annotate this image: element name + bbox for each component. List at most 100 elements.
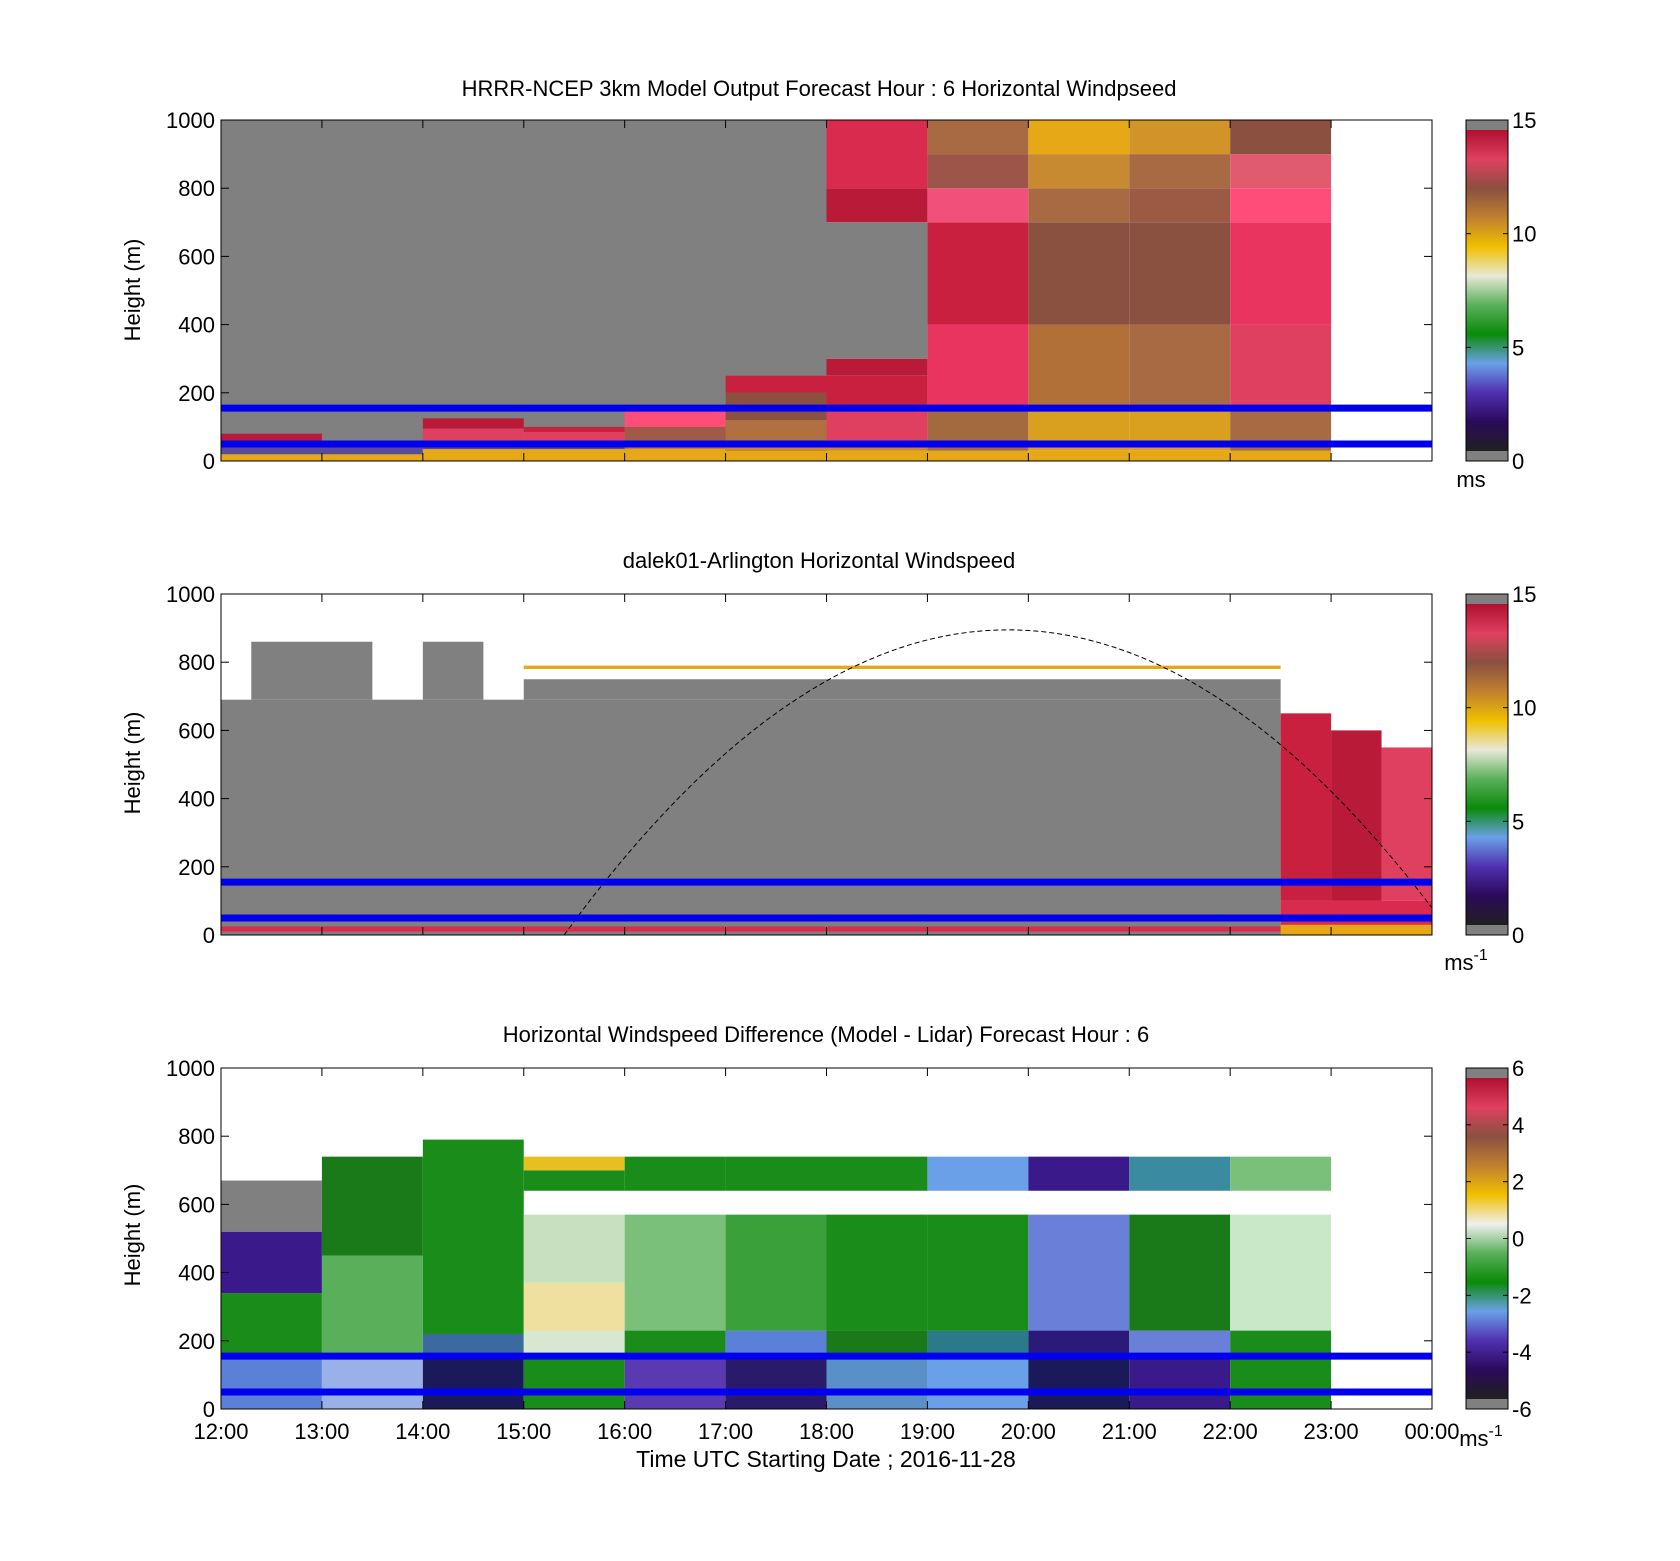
panel-difference-ylabel: Height (m) bbox=[120, 1184, 145, 1287]
panel-model-plot: 0 200 400 600 800 1000 bbox=[166, 108, 1433, 474]
heatmap-cell bbox=[725, 420, 827, 441]
heatmap-cell bbox=[321, 1357, 423, 1409]
heatmap-cell bbox=[523, 1282, 625, 1331]
heatmap-cell bbox=[624, 449, 726, 461]
heatmap-cell bbox=[523, 665, 1281, 670]
panel-model-colorbar-unit: ms bbox=[1456, 467, 1485, 492]
panel-model-colorbar: 0 5 10 15 bbox=[1465, 108, 1536, 474]
heatmap-cell bbox=[1230, 188, 1332, 223]
heatmap-cell bbox=[927, 1156, 1029, 1191]
y-tick-label: 800 bbox=[178, 176, 215, 201]
colorbar-overflow bbox=[1466, 120, 1508, 130]
heatmap-cell bbox=[523, 449, 625, 461]
colorbar-tick-label: 5 bbox=[1512, 335, 1524, 360]
panel-lidar-title: dalek01-Arlington Horizontal Windspeed bbox=[623, 548, 1016, 573]
heatmap-cell bbox=[826, 409, 928, 441]
colorbar-underflow bbox=[1466, 925, 1508, 935]
heatmap-cell bbox=[927, 154, 1029, 189]
heatmap-cell bbox=[624, 1156, 726, 1191]
heatmap-cell bbox=[826, 375, 928, 410]
heatmap-cell bbox=[1280, 713, 1332, 901]
heatmap-cell bbox=[1028, 188, 1130, 223]
heatmap-cell bbox=[321, 1156, 423, 1256]
heatmap-cell bbox=[927, 324, 1029, 410]
colorbar-tick-label: 15 bbox=[1512, 108, 1536, 133]
panel-lidar: dalek01-Arlington Horizontal Windspeed H… bbox=[120, 548, 1536, 975]
colorbar-overflow bbox=[1466, 1068, 1508, 1078]
heatmap-cell bbox=[1280, 924, 1432, 935]
heatmap-cell bbox=[221, 1231, 322, 1294]
heatmap-cell bbox=[826, 358, 928, 376]
y-tick-label: 600 bbox=[178, 718, 215, 743]
panel-lidar-ylabel: Height (m) bbox=[120, 712, 145, 815]
y-tick-label: 400 bbox=[178, 313, 215, 338]
heatmap-cell bbox=[826, 222, 928, 359]
x-tick-label: 17:00 bbox=[698, 1419, 753, 1444]
y-tick-label: 1000 bbox=[166, 108, 215, 133]
heatmap-cell bbox=[221, 433, 322, 443]
colorbar-tick-label: 0 bbox=[1512, 449, 1524, 474]
heatmap-cell bbox=[1028, 1357, 1130, 1409]
heatmap-cell bbox=[826, 120, 928, 189]
colorbar-underflow bbox=[1466, 451, 1508, 461]
heatmap-cell bbox=[826, 1156, 928, 1191]
heatmap-cell bbox=[826, 1214, 928, 1331]
heatmap-cell bbox=[624, 1357, 726, 1409]
heatmap-cell bbox=[826, 1357, 928, 1409]
heatmap-cell bbox=[1129, 120, 1231, 155]
heatmap-cell bbox=[826, 450, 928, 461]
heatmap-cell bbox=[1028, 1214, 1130, 1331]
heatmap-cell bbox=[321, 442, 423, 455]
colorbar-tick-label: 0 bbox=[1512, 1227, 1524, 1252]
heatmap-cell bbox=[1230, 1357, 1332, 1409]
colorbar-tick-label: 0 bbox=[1512, 923, 1524, 948]
panel-difference-title: Horizontal Windspeed Difference (Model -… bbox=[503, 1022, 1149, 1047]
colorbar-tick-label: 6 bbox=[1512, 1056, 1524, 1081]
heatmap-cell bbox=[251, 641, 373, 700]
heatmap-cell bbox=[927, 450, 1029, 461]
heatmap-cell bbox=[321, 1255, 423, 1358]
heatmap-cell bbox=[1230, 120, 1332, 155]
heatmap-cell bbox=[927, 222, 1029, 325]
heatmap-cell bbox=[624, 1214, 726, 1331]
heatmap-cell bbox=[826, 188, 928, 223]
heatmap-cell bbox=[422, 428, 524, 443]
heatmap-cell bbox=[927, 1214, 1029, 1331]
heatmap-cell bbox=[1129, 188, 1231, 223]
y-tick-label: 800 bbox=[178, 1124, 215, 1149]
colorbar-gradient bbox=[1466, 130, 1508, 451]
heatmap-cell bbox=[1230, 222, 1332, 325]
heatmap-cell bbox=[523, 1170, 625, 1191]
panel-model-ylabel: Height (m) bbox=[120, 239, 145, 342]
heatmap-cell bbox=[725, 375, 827, 393]
y-tick-label: 1000 bbox=[166, 1056, 215, 1081]
heatmap-cell bbox=[1129, 1357, 1231, 1409]
heatmap-cell bbox=[1129, 222, 1231, 325]
x-tick-label: 16:00 bbox=[597, 1419, 652, 1444]
heatmap-cell bbox=[422, 1139, 524, 1334]
heatmap-cell bbox=[725, 1357, 827, 1409]
colorbar-tick-label: 2 bbox=[1512, 1170, 1524, 1195]
colorbar-tick-label: -4 bbox=[1512, 1340, 1532, 1365]
x-tick-label: 00:00 bbox=[1404, 1419, 1459, 1444]
x-tick-label: 15:00 bbox=[496, 1419, 551, 1444]
heatmap-cell bbox=[422, 449, 524, 461]
heatmap-cell bbox=[725, 450, 827, 461]
y-tick-label: 200 bbox=[178, 381, 215, 406]
heatmap-cell bbox=[624, 411, 726, 427]
y-tick-label: 400 bbox=[178, 787, 215, 812]
x-tick-label: 19:00 bbox=[900, 1419, 955, 1444]
colorbar-frame bbox=[1465, 119, 1509, 462]
x-tick-label: 21:00 bbox=[1102, 1419, 1157, 1444]
heatmap-cell bbox=[1028, 120, 1130, 155]
y-tick-label: 600 bbox=[178, 1192, 215, 1217]
colorbar-tick-label: 10 bbox=[1512, 696, 1536, 721]
colorbar-frame bbox=[1465, 593, 1509, 936]
heatmap-cell bbox=[523, 679, 1281, 700]
heatmap-cell bbox=[221, 1180, 322, 1232]
heatmap-cell bbox=[725, 1156, 827, 1191]
heatmap-cell bbox=[523, 1214, 625, 1283]
panel-difference-colorbar: -6 -4 -2 0 2 4 6 bbox=[1465, 1056, 1532, 1422]
colorbar-gradient bbox=[1466, 1078, 1508, 1399]
colorbar-tick-label: -6 bbox=[1512, 1397, 1532, 1422]
